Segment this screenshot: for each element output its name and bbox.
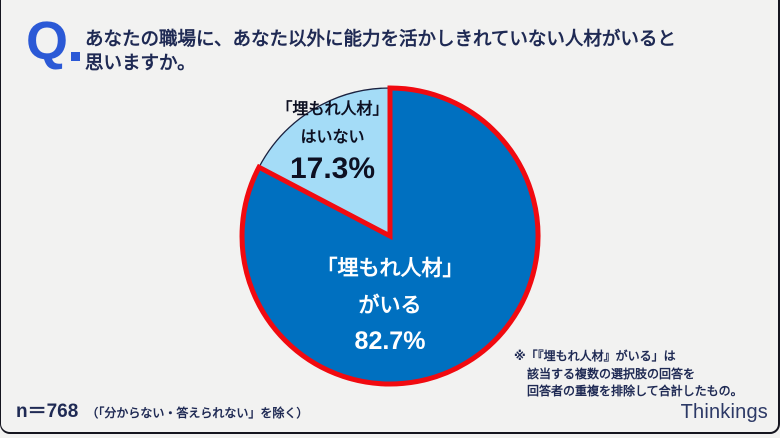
footnote-line-3: 回答者の重複を排除して合計したもの。 — [527, 384, 743, 398]
sample-size: n＝768 （「分からない・答えられない」を除く） — [16, 396, 308, 423]
question-mark-dot-icon — [71, 52, 81, 61]
sample-n-value: n＝768 — [16, 401, 79, 422]
label-buried-talent: 「埋もれ人材」 がいる 82.7% — [290, 250, 490, 358]
sample-exclusion-note: （「分からない・答えられない」を除く） — [86, 406, 309, 420]
question-text: あなたの職場に、あなた以外に能力を活かしきれていない人材がいると 思いますか。 — [85, 27, 676, 75]
question-line-2: 思いますか。 — [85, 52, 196, 73]
label-buried-line-1: 「埋もれ人材」 — [316, 257, 464, 280]
methodology-footnote: ※「『埋もれ人材』がいる」は 該当する複数の選択肢の回答を 回答者の重複を排除し… — [514, 348, 743, 401]
label-no-buried-line-2: はいない — [300, 129, 365, 146]
label-no-buried-talent: 「埋もれ人材」 はいない 17.3% — [250, 96, 415, 185]
label-no-buried-percent: 17.3% — [289, 152, 376, 185]
label-buried-line-2: がいる — [358, 294, 422, 317]
question-mark-letter: Q — [26, 11, 68, 71]
brand-logo: Thinkings — [680, 401, 768, 423]
label-buried-percent: 82.7% — [354, 327, 426, 355]
question-mark: Q — [26, 11, 81, 71]
question-line-1: あなたの職場に、あなた以外に能力を活かしきれていない人材がいると — [85, 28, 676, 49]
pie-slice-buried-talent — [239, 85, 541, 387]
footnote-line-2: 該当する複数の選択肢の回答を — [527, 366, 696, 381]
pie-slice-no-buried-talent — [258, 87, 391, 238]
label-no-buried-line-1: 「埋もれ人材」 — [276, 101, 389, 118]
footnote-line-1: ※「『埋もれ人材』がいる」は — [514, 349, 676, 363]
